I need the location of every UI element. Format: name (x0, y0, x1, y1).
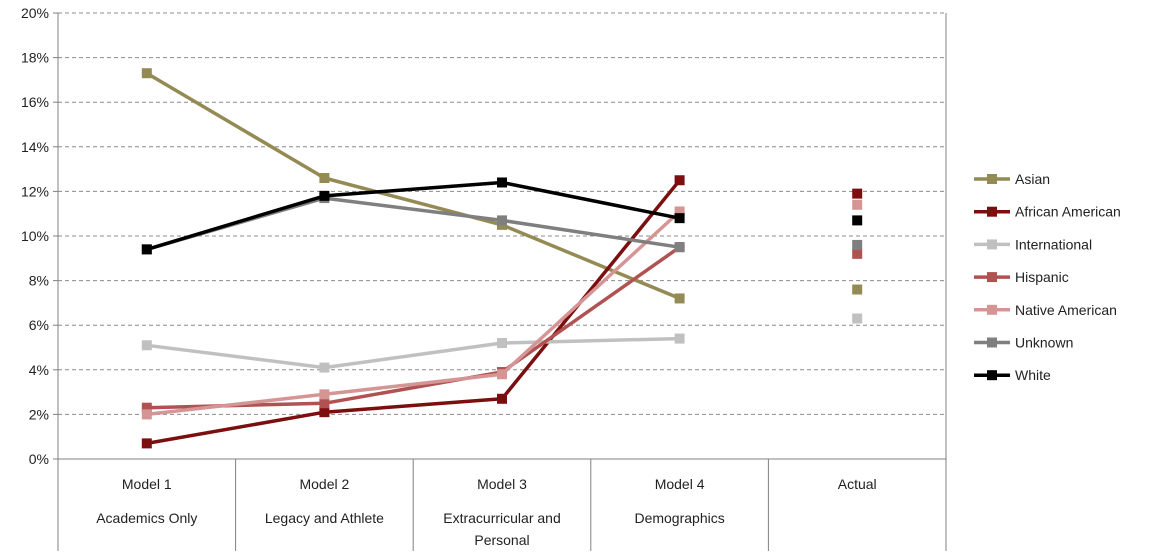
actual-point (852, 199, 863, 210)
data-point (674, 213, 685, 224)
y-tick-label: 8% (29, 273, 49, 289)
x-category-label: Demographics (634, 510, 724, 526)
y-tick-label: 4% (29, 362, 49, 378)
x-category-label: Model 1 (122, 476, 172, 492)
y-tick-label: 18% (21, 50, 49, 66)
x-category-label: Model 3 (477, 476, 527, 492)
x-category-label: Model 4 (655, 476, 705, 492)
legend-label: Native American (1015, 302, 1117, 318)
actual-point (852, 248, 863, 259)
y-tick-label: 6% (29, 317, 49, 333)
data-point (141, 402, 152, 413)
data-point (674, 206, 685, 217)
data-point (141, 438, 152, 449)
legend-label: Asian (1015, 171, 1050, 187)
series-line-0 (145, 71, 681, 301)
data-point (497, 338, 507, 349)
data-point (141, 409, 152, 420)
y-tick-label: 12% (21, 183, 49, 199)
y-tick-label: 0% (29, 451, 49, 467)
x-category-label: Legacy and Athlete (265, 510, 384, 526)
legend-swatch-marker (987, 206, 997, 217)
legend-swatch-marker (987, 370, 997, 381)
data-point (319, 190, 330, 201)
data-point (497, 215, 507, 226)
data-point (319, 362, 330, 373)
data-point (674, 293, 685, 304)
data-point (141, 68, 152, 79)
data-point (319, 407, 330, 418)
data-point (319, 398, 330, 409)
legend-swatch-marker (987, 239, 997, 250)
actual-point (852, 215, 863, 226)
x-category-label: Model 2 (299, 476, 349, 492)
actual-point (852, 313, 863, 324)
y-tick-label: 10% (21, 228, 49, 244)
legend-label: Hispanic (1015, 269, 1069, 285)
data-point (497, 177, 507, 188)
x-category-label: Extracurricular and (443, 510, 561, 526)
legend-swatch-marker (987, 304, 997, 315)
legend-label: White (1015, 367, 1051, 383)
data-point (497, 369, 507, 380)
y-tick-label: 16% (21, 94, 49, 110)
actual-point (852, 284, 863, 295)
data-point (497, 393, 507, 404)
data-point (319, 173, 330, 184)
legend-swatch-marker (987, 174, 997, 184)
data-point (674, 242, 685, 253)
data-point (674, 333, 685, 344)
series-line-2 (146, 336, 680, 370)
legend-label: Unknown (1015, 335, 1073, 351)
x-category-label: Actual (838, 476, 877, 492)
data-point (674, 175, 685, 186)
y-tick-label: 14% (21, 139, 49, 155)
series-line-6 (146, 180, 680, 252)
data-point (141, 340, 152, 351)
data-point (319, 389, 330, 400)
series-line-4 (146, 210, 681, 417)
legend-swatch-marker (987, 272, 997, 283)
actual-point (852, 239, 863, 250)
y-tick-label: 2% (29, 406, 49, 422)
x-category-label: Academics Only (96, 510, 197, 526)
legend-label: African American (1015, 204, 1121, 220)
y-tick-label: 20% (21, 5, 49, 21)
legend-swatch-marker (987, 337, 997, 348)
actual-point (852, 188, 863, 199)
x-category-label: Personal (474, 532, 529, 548)
series-line-1 (146, 179, 681, 446)
data-point (141, 244, 152, 255)
legend-label: International (1015, 236, 1092, 252)
